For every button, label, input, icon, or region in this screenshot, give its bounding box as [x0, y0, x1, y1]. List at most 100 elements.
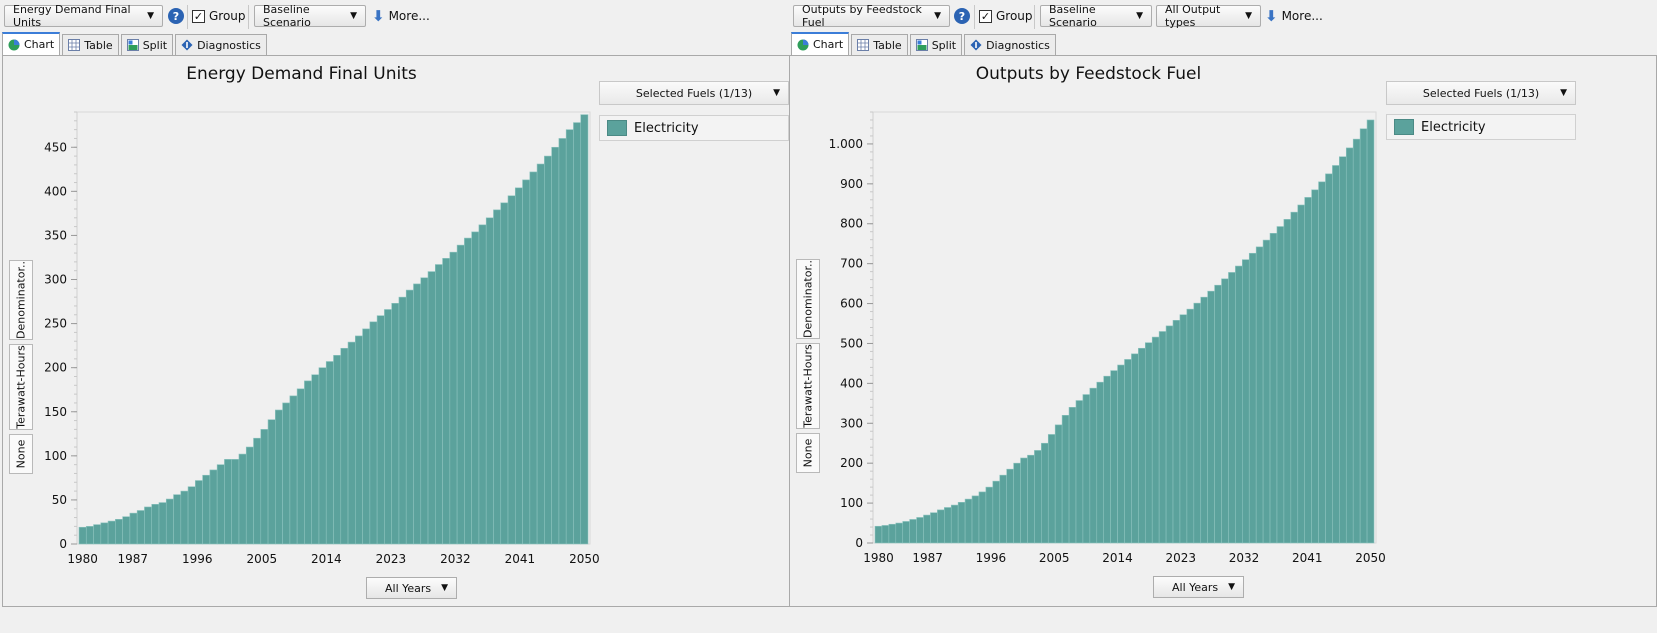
tab-label: Table	[84, 38, 113, 52]
bar	[1242, 259, 1250, 544]
x-tick-label: 2050	[1355, 551, 1386, 565]
tab-chart[interactable]: Chart	[791, 32, 850, 55]
bar	[1255, 246, 1264, 544]
down-arrow-icon: ⬇	[1265, 7, 1278, 25]
bar	[1054, 424, 1063, 544]
bar	[971, 495, 980, 544]
bar	[1082, 394, 1091, 544]
unit-button[interactable]: Terawatt-Hours	[9, 344, 33, 430]
output-types-dropdown[interactable]: All Output types ▼	[1156, 3, 1261, 29]
scenario-label: Baseline Scenario	[1049, 3, 1097, 29]
tab-split[interactable]: Split	[909, 34, 963, 55]
bar	[1352, 138, 1361, 544]
bar-chart: 0 100 200 300 400 500 600 700 800 900 1.000 1980 198…	[829, 111, 1386, 565]
bar	[1276, 226, 1285, 544]
scale-button[interactable]: None	[796, 433, 820, 473]
variable-dropdown[interactable]: Outputs by Feedstock Fuel ▼	[793, 3, 950, 29]
legend-item[interactable]: Electricity	[1386, 114, 1576, 140]
denominator-button[interactable]: Denominator..	[796, 259, 820, 339]
bar	[355, 335, 363, 545]
tab-chart[interactable]: Chart	[2, 32, 61, 55]
tab-label: Split	[142, 38, 168, 52]
y-tick-label: 200	[840, 456, 863, 470]
right-panel: Outputs by Feedstock Fuel ▼ ? ✓ Group Ba…	[789, 0, 1657, 607]
bar	[985, 486, 994, 544]
x-tick-label: 2032	[1229, 551, 1260, 565]
variable-dropdown[interactable]: Energy Demand Final Units ▼	[4, 3, 163, 29]
bar	[173, 494, 182, 545]
help-button[interactable]: ?	[954, 5, 970, 27]
x-tick-label: 2014	[311, 552, 342, 566]
bar	[384, 309, 392, 545]
chart-icon	[797, 39, 809, 50]
bar	[427, 271, 436, 545]
bar	[362, 328, 371, 545]
help-icon: ?	[954, 8, 970, 24]
bar	[485, 217, 494, 545]
bar	[1207, 290, 1215, 544]
more-button[interactable]: ⬇ More...	[372, 5, 430, 27]
bar	[187, 486, 196, 545]
bar	[1117, 364, 1125, 544]
tab-label: Diagnostics	[986, 38, 1050, 52]
scale-button[interactable]: None	[9, 434, 33, 474]
unit-button[interactable]: Terawatt-Hours	[796, 343, 820, 429]
group-checkbox[interactable]: ✓ Group	[979, 5, 1033, 27]
bar	[1221, 278, 1229, 544]
y-tick-label: 1.000	[829, 137, 863, 151]
separator	[187, 5, 188, 29]
y-tick-label: 400	[44, 184, 67, 198]
bar	[260, 429, 269, 545]
chevron-down-icon: ▼	[1136, 11, 1143, 21]
scenario-label: Baseline Scenario	[263, 3, 311, 29]
tab-diagnostics[interactable]: Diagnostics	[964, 34, 1056, 55]
bar	[1124, 359, 1132, 544]
x-tick-label: 1996	[976, 551, 1007, 565]
bar	[1311, 189, 1319, 544]
years-dropdown[interactable]: All Years ▼	[366, 577, 457, 599]
bar	[944, 507, 952, 544]
help-button[interactable]: ?	[168, 5, 184, 27]
bar	[1290, 211, 1299, 544]
toolbar: Outputs by Feedstock Fuel ▼ ? ✓ Group Ba…	[789, 0, 1657, 34]
scenario-dropdown[interactable]: Baseline Scenario ▼	[1040, 3, 1152, 29]
bar	[916, 517, 924, 544]
group-checkbox[interactable]: ✓ Group	[192, 5, 246, 27]
bar	[304, 380, 312, 545]
denominator-button[interactable]: Denominator..	[9, 260, 33, 340]
more-label: More...	[388, 9, 430, 23]
bar	[992, 480, 1001, 544]
tab-table[interactable]: Table	[62, 34, 119, 55]
years-dropdown[interactable]: All Years ▼	[1153, 576, 1244, 598]
fuel-selector-dropdown[interactable]: Selected Fuels (1/13) ▼	[599, 81, 789, 105]
tab-label: Chart	[24, 38, 55, 51]
bar	[216, 464, 225, 545]
bar	[253, 437, 262, 545]
legend-item[interactable]: Electricity	[599, 115, 789, 141]
bar	[514, 187, 523, 545]
bar	[1110, 370, 1118, 544]
chart-icon	[8, 39, 20, 50]
bar	[100, 522, 109, 545]
more-button[interactable]: ⬇ More...	[1265, 5, 1323, 27]
bar	[267, 419, 276, 545]
x-tick-label: 2005	[1039, 551, 1070, 565]
bar	[122, 516, 131, 545]
bar	[340, 347, 349, 545]
tab-diagnostics[interactable]: Diagnostics	[175, 34, 267, 55]
bar	[209, 469, 218, 545]
y-tick-label: 100	[840, 496, 863, 510]
bar	[78, 526, 87, 545]
legend-swatch	[1394, 119, 1414, 135]
fuel-selector-dropdown[interactable]: Selected Fuels (1/13) ▼	[1386, 81, 1576, 105]
scenario-dropdown[interactable]: Baseline Scenario ▼	[254, 3, 366, 29]
bar	[544, 155, 552, 545]
bar	[1200, 296, 1208, 544]
tab-split[interactable]: Split	[120, 34, 174, 55]
y-tick-label: 200	[44, 361, 67, 375]
bar	[1068, 407, 1077, 544]
bar	[434, 264, 443, 545]
x-tick-label: 2014	[1102, 551, 1133, 565]
tab-table[interactable]: Table	[851, 34, 908, 55]
view-tabs: Chart Table Split Diagnostics	[2, 32, 269, 56]
